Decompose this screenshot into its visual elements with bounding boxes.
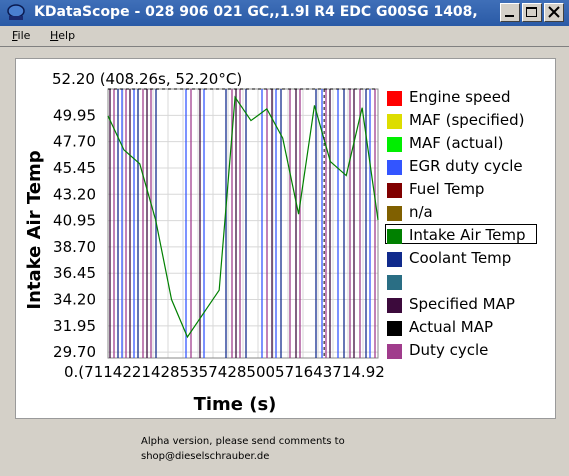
cursor-readout: 52.20 (408.26s, 52.20°C): [52, 70, 242, 88]
legend-label: Fuel Temp: [409, 180, 485, 198]
legend-item[interactable]: MAF (specified): [387, 111, 537, 134]
legend-item[interactable]: n/a: [387, 203, 537, 226]
y-tick-label: 36.45: [53, 264, 96, 282]
y-tick-label: 43.20: [53, 185, 96, 203]
legend-selection-box: [385, 224, 537, 244]
legend-label: Actual MAP: [409, 318, 494, 336]
x-axis-label: Time (s): [194, 394, 277, 415]
legend-label: Intake Air Temp: [409, 226, 526, 244]
maximize-icon: [526, 7, 537, 17]
legend-label: Coolant Temp: [409, 249, 512, 267]
menu-bar: File Help: [0, 26, 569, 46]
x-tick-labels: 0.(71142214285357428500571643714.92: [64, 363, 385, 381]
maximize-button[interactable]: [522, 3, 542, 22]
y-tick-label: 29.70: [53, 343, 96, 361]
footer-line-2: shop@dieselschrauber.de: [141, 451, 270, 462]
app-icon: [7, 4, 25, 20]
footer-note: Alpha version, please send comments to s…: [141, 434, 345, 464]
y-tick-label: 47.70: [53, 133, 96, 151]
title-bar[interactable]: KDataScope - 028 906 021 GC,,1.9l R4 EDC…: [0, 0, 569, 26]
legend-item[interactable]: Fuel Temp: [387, 180, 537, 203]
legend-label: Engine speed: [409, 88, 511, 106]
legend-item[interactable]: Engine speed: [387, 88, 537, 111]
legend-label: Specified MAP: [409, 295, 515, 313]
menu-separator: [0, 46, 569, 47]
y-tick-label: 45.45: [53, 159, 96, 177]
y-axis-label: Intake Air Temp: [24, 150, 45, 309]
footer-line-1: Alpha version, please send comments to: [141, 436, 345, 447]
legend-item[interactable]: Intake Air Temp: [385, 224, 537, 249]
y-tick-label: 40.95: [53, 212, 96, 230]
series-intake-air-temp: [107, 95, 379, 339]
legend-label: EGR duty cycle: [409, 157, 523, 175]
y-tick-label: 31.95: [53, 317, 96, 335]
y-tick-label: 34.20: [53, 291, 96, 309]
close-button[interactable]: [544, 3, 564, 22]
legend-swatch: [387, 229, 402, 244]
legend-swatch: [387, 137, 402, 152]
legend-swatch: [387, 114, 402, 129]
legend-item[interactable]: EGR duty cycle: [387, 157, 537, 180]
legend-label: Duty cycle: [409, 341, 489, 359]
close-icon: [548, 6, 560, 18]
y-tick-label: 38.70: [53, 238, 96, 256]
legend-item[interactable]: Actual MAP: [387, 318, 537, 341]
legend-swatch: [387, 160, 402, 175]
chart-traces: [107, 89, 379, 358]
legend-swatch: [387, 275, 402, 290]
legend-item[interactable]: Specified MAP: [387, 295, 537, 318]
legend-swatch: [387, 321, 402, 336]
chart-grid: [107, 88, 379, 359]
minimize-icon: [505, 15, 514, 17]
minimize-button[interactable]: [500, 3, 520, 22]
y-tick-label: 49.95: [53, 106, 96, 124]
legend-label: MAF (specified): [409, 111, 525, 129]
legend: Engine speed MAF (specified) MAF (actual) E…: [385, 88, 537, 364]
legend-item[interactable]: Coolant Temp: [387, 249, 537, 272]
legend-item[interactable]: MAF (actual): [387, 134, 537, 157]
legend-label: MAF (actual): [409, 134, 504, 152]
legend-swatch: [387, 206, 402, 221]
legend-swatch: [387, 91, 402, 106]
window-title: KDataScope - 028 906 021 GC,,1.9l R4 EDC…: [34, 4, 478, 20]
menu-file[interactable]: File: [12, 29, 31, 42]
legend-label: n/a: [409, 203, 433, 221]
legend-swatch: [387, 344, 402, 359]
legend-swatch: [387, 183, 402, 198]
legend-item[interactable]: Duty cycle: [387, 341, 537, 364]
y-ticks: 49.95 47.70 45.45 43.20 40.95 38.70 36.45 34.20…: [53, 106, 96, 361]
legend-swatch: [387, 252, 402, 267]
legend-swatch: [387, 298, 402, 313]
menu-help[interactable]: Help: [50, 29, 76, 42]
legend-item[interactable]: [387, 272, 537, 295]
